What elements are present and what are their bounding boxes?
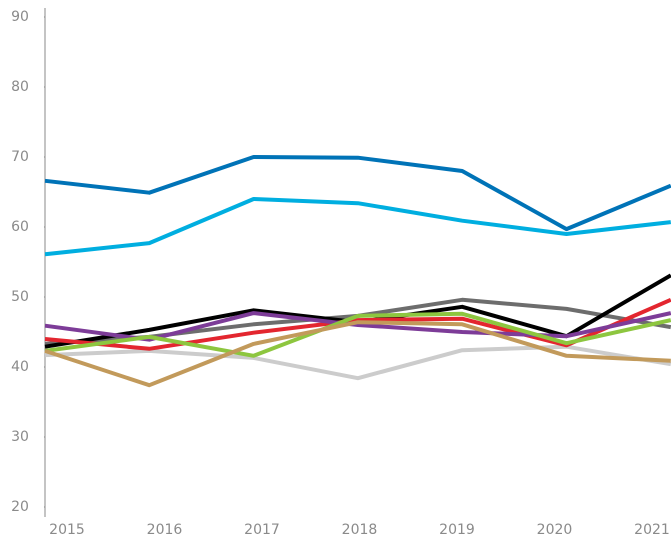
x-tick-label: 2021 <box>634 522 670 538</box>
y-tick-label: 40 <box>11 359 29 375</box>
x-tick-label: 2017 <box>244 522 280 538</box>
series-line <box>44 311 671 358</box>
series-line <box>44 297 671 351</box>
y-tick-label: 30 <box>11 429 29 445</box>
y-tick-label: 70 <box>11 149 29 165</box>
y-tick-label: 90 <box>11 9 29 25</box>
x-tick-label: 2015 <box>49 522 85 538</box>
x-tick-label: 2018 <box>342 522 378 538</box>
series-line <box>44 155 671 232</box>
y-tick-label: 80 <box>11 79 29 95</box>
x-tick-label: 2016 <box>147 522 183 538</box>
series-line <box>44 311 671 342</box>
y-tick-label: 60 <box>11 219 29 235</box>
series-line <box>44 197 671 257</box>
series-line <box>44 320 671 388</box>
y-tick-label: 50 <box>11 289 29 305</box>
x-tick-label: 2020 <box>537 522 573 538</box>
series-line <box>44 344 671 381</box>
x-tick-label: 2019 <box>439 522 475 538</box>
y-tick-label: 20 <box>11 499 29 515</box>
